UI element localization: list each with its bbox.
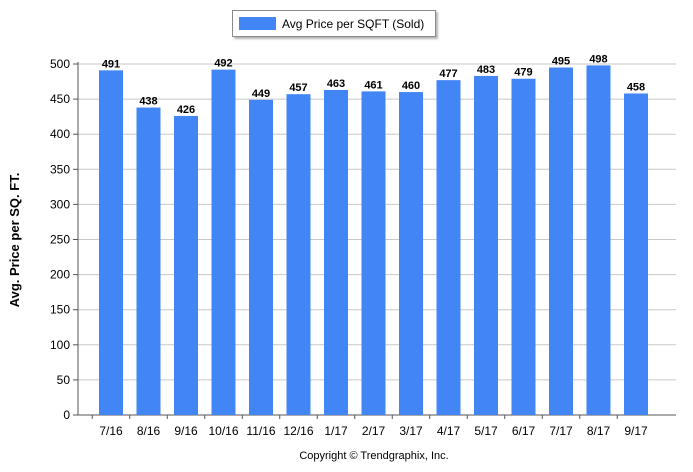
y-tick-label: 300 xyxy=(50,197,70,211)
y-tick-label: 50 xyxy=(57,373,71,387)
bar-value-label: 463 xyxy=(327,78,345,90)
bar-value-label: 479 xyxy=(514,67,532,79)
bar xyxy=(436,80,461,416)
data-labels: 491 438 426 492 449 457 463 461 460 477 483 479 495 4… xyxy=(102,53,645,116)
bar-value-label: 495 xyxy=(552,56,570,68)
x-tick-label: 3/17 xyxy=(399,424,423,438)
x-tick-label: 1/17 xyxy=(324,424,348,438)
x-tick-label: 9/17 xyxy=(624,424,648,438)
bar xyxy=(586,65,611,416)
bar xyxy=(511,78,536,415)
bar-value-label: 449 xyxy=(252,88,270,100)
x-axis-ticks: 7/16 8/16 9/16 10/16 11/16 12/16 1/17 2/17 3/17 4… xyxy=(91,415,648,438)
y-tick-label: 100 xyxy=(50,338,70,352)
x-tick-label: 8/16 xyxy=(137,424,161,438)
bar xyxy=(99,70,123,416)
bar-value-label: 461 xyxy=(364,79,382,91)
bar xyxy=(361,91,386,416)
x-tick-label: 7/16 xyxy=(99,424,123,438)
bar-value-label: 460 xyxy=(402,80,420,92)
bar xyxy=(249,99,273,415)
bar xyxy=(399,92,423,415)
y-tick-label: 0 xyxy=(63,408,70,422)
y-tick-label: 200 xyxy=(50,268,70,282)
bar xyxy=(174,115,198,415)
x-tick-label: 12/16 xyxy=(283,424,313,438)
bar-value-label: 491 xyxy=(102,58,120,70)
legend-swatch xyxy=(239,17,276,30)
bar-value-label: 477 xyxy=(439,68,457,80)
bar xyxy=(136,107,161,416)
bar xyxy=(211,69,236,415)
y-tick-label: 500 xyxy=(50,57,70,71)
bar-value-label: 457 xyxy=(289,82,307,94)
copyright-text: Copyright © Trendgraphix, Inc. xyxy=(299,450,448,462)
x-tick-label: 7/17 xyxy=(549,424,573,438)
x-tick-label: 9/16 xyxy=(174,424,198,438)
y-tick-label: 450 xyxy=(50,92,70,106)
legend-label: Avg Price per SQFT (Sold) xyxy=(282,16,425,31)
bar xyxy=(549,67,573,415)
bar xyxy=(624,93,648,415)
x-tick-label: 6/17 xyxy=(512,424,536,438)
y-tick-label: 350 xyxy=(50,162,70,176)
bars xyxy=(99,65,648,416)
x-tick-label: 2/17 xyxy=(362,424,386,438)
x-tick-label: 5/17 xyxy=(474,424,498,438)
bar-value-label: 426 xyxy=(177,104,195,116)
bar-value-label: 492 xyxy=(214,58,232,70)
bar xyxy=(324,89,348,415)
x-tick-label: 8/17 xyxy=(587,424,611,438)
bar-value-label: 458 xyxy=(627,81,645,93)
bar-value-label: 438 xyxy=(139,96,157,108)
y-tick-label: 150 xyxy=(50,303,70,317)
bar xyxy=(474,75,498,416)
x-tick-label: 4/17 xyxy=(437,424,461,438)
bar-value-label: 498 xyxy=(589,53,607,65)
bar-value-label: 483 xyxy=(477,64,495,76)
y-axis-title: Avg. Price per SQ. FT. xyxy=(7,173,22,308)
bar xyxy=(286,94,311,415)
legend: Avg Price per SQFT (Sold) xyxy=(232,10,436,37)
y-tick-label: 250 xyxy=(50,233,70,247)
x-tick-label: 11/16 xyxy=(246,424,275,438)
x-tick-label: 10/16 xyxy=(208,424,238,438)
y-tick-label: 400 xyxy=(50,127,70,141)
y-axis-ticks: 0 50 100 150 200 250 300 350 400 450 500 xyxy=(50,57,676,422)
